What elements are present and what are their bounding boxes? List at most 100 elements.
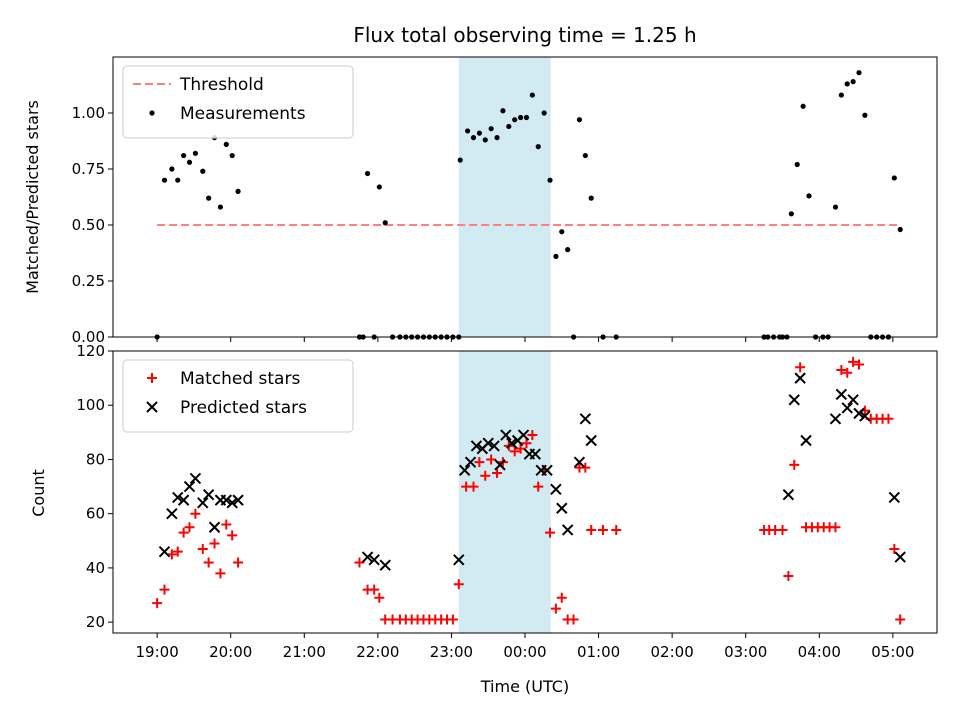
bottom-point-plus: [203, 557, 214, 568]
bottom-point-plus: [190, 508, 201, 519]
top-shaded-span: [458, 57, 551, 337]
top-point-dot: [470, 135, 477, 141]
top-point-dot: [838, 92, 844, 98]
bottom-point-plus: [556, 592, 567, 603]
bottom-point-x: [847, 394, 859, 406]
bottom-point-plus: [474, 457, 485, 468]
bottom-point-x: [859, 410, 871, 422]
bottom-point-x: [166, 507, 178, 520]
bottom-point-plus: [480, 470, 491, 481]
bottom-point-x: [494, 459, 506, 471]
bottom-point-plus: [152, 598, 163, 609]
bottom-point-plus: [597, 524, 608, 535]
bottom-point-plus: [184, 522, 195, 533]
bottom-point-plus: [789, 459, 800, 470]
bottom-point-x: [368, 554, 380, 566]
bottom-point-plus: [215, 568, 226, 579]
bottom-point-x: [183, 480, 196, 493]
top-y-tick-label: 1.00: [72, 104, 105, 122]
bottom-point-plus: [209, 538, 220, 549]
bottom-point-plus: [795, 362, 806, 373]
chart-title: Flux total observing time = 1.25 h: [353, 23, 696, 47]
bottom-x-tick-label: 20:00: [209, 643, 252, 661]
top-panel: 0.00 0.25 0.50 0.75 1.00 Threshold Measurement…: [72, 56, 938, 346]
bottom-series-plus: [152, 356, 906, 625]
top-point-dot: [200, 168, 206, 174]
bottom-x-tick-label: 19:00: [136, 643, 179, 661]
bottom-point-plus: [883, 413, 894, 424]
bottom-point-x: [573, 456, 586, 468]
top-point-dot: [794, 161, 800, 168]
bottom-point-x: [470, 440, 483, 452]
bottom-point-x: [488, 440, 500, 452]
bottom-point-x: [541, 464, 553, 477]
top-y-axis-label: Matched/Predicted stars: [23, 100, 42, 294]
top-point-dot: [541, 110, 547, 116]
top-point-dot: [512, 117, 518, 123]
top-point-dot: [529, 92, 535, 98]
x-axis-label: Time (UTC): [480, 677, 569, 696]
top-point-dot: [457, 157, 463, 163]
top-point-dot: [217, 204, 224, 210]
bottom-x-tick-label: 03:00: [724, 643, 767, 661]
top-point-dot: [806, 193, 812, 199]
bottom-point-plus: [889, 543, 900, 554]
top-point-dot: [186, 159, 193, 165]
bottom-point-x: [888, 491, 901, 504]
top-point-dot: [862, 112, 868, 118]
bottom-point-x: [189, 472, 202, 485]
bottom-point-x: [172, 491, 184, 504]
bottom-x-tick-label: 04:00: [798, 643, 841, 661]
top-point-dot: [788, 211, 794, 217]
bottom-point-x: [197, 497, 209, 509]
bottom-point-x: [894, 551, 906, 563]
bottom-point-plus: [783, 571, 794, 582]
bottom-legend-swatch: [147, 373, 157, 383]
bottom-y-axis-label: Count: [29, 469, 48, 517]
top-point-dot: [582, 152, 588, 159]
top-point-dot: [523, 114, 530, 121]
bottom-x-tick-label: 23:00: [430, 643, 473, 661]
top-point-dot: [206, 195, 212, 201]
top-point-dot: [161, 177, 168, 183]
top-point-dot: [897, 226, 903, 233]
bottom-point-x: [220, 494, 233, 506]
bottom-point-plus: [447, 614, 458, 625]
bottom-point-plus: [509, 446, 520, 457]
bottom-point-x: [853, 407, 865, 420]
bottom-point-plus: [854, 359, 865, 370]
bottom-point-plus: [172, 546, 183, 557]
top-point-dot: [844, 81, 850, 87]
bottom-point-x: [561, 524, 574, 536]
top-y-tick-label: 0.25: [72, 272, 105, 290]
bottom-point-x: [800, 434, 812, 447]
bottom-x-tick-label: 05:00: [871, 643, 914, 661]
bottom-point-plus: [586, 524, 597, 535]
top-point-dot: [169, 166, 175, 172]
top-point-dot: [553, 253, 559, 259]
bottom-x-tick-label: 21:00: [283, 643, 326, 661]
top-point-dot: [850, 79, 856, 85]
top-point-dot: [494, 135, 500, 141]
top-point-dot: [364, 170, 371, 177]
bottom-y-tick-label: 20: [86, 613, 105, 631]
top-legend-swatch: [149, 110, 155, 116]
bottom-point-x: [585, 434, 597, 447]
top-point-dot: [181, 152, 187, 159]
bottom-point-plus: [159, 584, 170, 595]
bottom-point-plus: [492, 468, 503, 479]
bottom-point-plus: [836, 364, 847, 375]
top-legend-box: [122, 65, 354, 139]
top-point-dot: [500, 108, 506, 114]
top-point-dot: [192, 150, 198, 156]
bottom-point-plus: [550, 603, 561, 614]
top-point-dot: [506, 123, 512, 130]
bottom-point-plus: [611, 524, 622, 535]
bottom-point-plus: [848, 356, 859, 367]
bottom-point-plus: [486, 454, 497, 465]
bottom-point-x: [500, 429, 512, 441]
top-point-dot: [565, 247, 571, 253]
bottom-point-x: [226, 497, 238, 509]
top-point-dot: [376, 184, 382, 190]
top-point-dot: [382, 220, 388, 226]
